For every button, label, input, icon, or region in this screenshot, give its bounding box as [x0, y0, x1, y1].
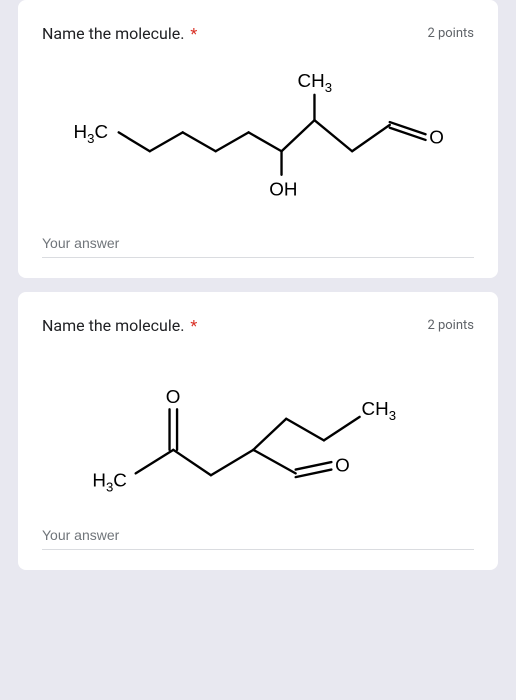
- label-aldehyde-o: O: [335, 454, 350, 475]
- question-title: Name the molecule. *: [42, 24, 197, 43]
- label-left-terminal: H3C: [92, 470, 127, 495]
- question-points: 2 points: [427, 316, 474, 333]
- question-title: Name the molecule. *: [42, 316, 197, 335]
- question-title-text: Name the molecule.: [42, 24, 184, 43]
- molecule-svg: H3C O CH3 O: [42, 351, 474, 511]
- molecule-diagram: H3C CH3 OH O: [42, 59, 474, 219]
- label-ketone-o: O: [166, 386, 181, 407]
- label-left-terminal: H3C: [74, 121, 109, 146]
- label-right-o: O: [429, 127, 444, 148]
- label-oh: OH: [269, 178, 297, 199]
- question-points: 2 points: [427, 24, 474, 41]
- label-right-ch3: CH3: [362, 398, 397, 423]
- question-title-text: Name the molecule.: [42, 316, 184, 335]
- required-asterisk: *: [190, 24, 197, 43]
- answer-row: [42, 229, 474, 258]
- answer-row: [42, 521, 474, 550]
- question-card: Name the molecule. * 2 points: [18, 0, 498, 278]
- required-asterisk: *: [190, 316, 197, 335]
- question-card: Name the molecule. * 2 points: [18, 292, 498, 570]
- molecule-svg: H3C CH3 OH O: [42, 59, 474, 219]
- molecule-diagram: H3C O CH3 O: [42, 351, 474, 511]
- question-header: Name the molecule. * 2 points: [42, 24, 474, 43]
- label-top-branch: CH3: [298, 70, 332, 95]
- answer-input[interactable]: [42, 229, 474, 258]
- question-header: Name the molecule. * 2 points: [42, 316, 474, 335]
- answer-input[interactable]: [42, 521, 474, 550]
